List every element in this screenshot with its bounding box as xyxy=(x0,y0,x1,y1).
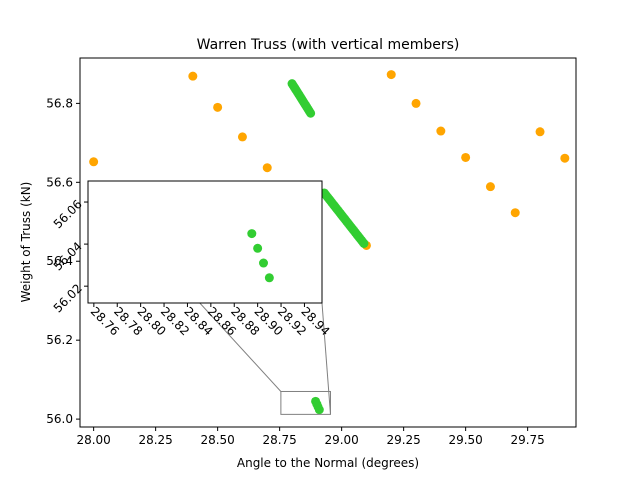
data-point xyxy=(359,238,369,248)
x-tick-label: 28.50 xyxy=(200,433,234,447)
data-point xyxy=(461,152,471,162)
data-point xyxy=(560,153,570,163)
y-tick-label: 56.0 xyxy=(46,412,73,426)
data-point xyxy=(485,182,495,192)
main-plot-frame xyxy=(79,57,577,428)
zoom-region-box xyxy=(280,390,331,415)
x-tick-label: 29.00 xyxy=(324,433,358,447)
y-tick-label: 56.4 xyxy=(46,254,73,268)
data-point xyxy=(314,405,324,415)
main-x-ticks: 28.00 28.25 28.50 28.75 29.00 29.25 29.50 29.75 xyxy=(76,427,545,447)
data-point xyxy=(188,71,198,81)
inset-data-point xyxy=(247,229,257,239)
inset-data-point xyxy=(264,273,274,283)
inset-background xyxy=(88,181,322,303)
x-tick-label: 28.00 xyxy=(76,433,110,447)
chart-title: Warren Truss (with vertical members) xyxy=(197,37,460,53)
data-point xyxy=(306,108,316,118)
x-tick-label: 29.25 xyxy=(386,433,420,447)
data-point xyxy=(213,102,223,112)
y-tick-label: 56.6 xyxy=(46,175,73,189)
inset-plot-marks xyxy=(247,229,274,283)
x-axis-title: Angle to the Normal (degrees) xyxy=(237,456,419,470)
x-tick-label: 28.75 xyxy=(262,433,296,447)
data-point xyxy=(89,157,99,167)
zoom-connector-line xyxy=(321,302,331,415)
data-point xyxy=(436,126,446,136)
y-axis-title: Weight of Truss (kN) xyxy=(19,182,33,303)
inset-plot-frame xyxy=(87,180,323,304)
x-tick-label: 29.75 xyxy=(510,433,544,447)
data-point xyxy=(411,98,421,108)
inset-data-point xyxy=(253,243,263,253)
data-point xyxy=(510,208,520,218)
main-y-ticks: 56.0 56.2 56.4 56.6 56.8 xyxy=(46,96,80,426)
data-point xyxy=(262,163,272,173)
data-point xyxy=(535,127,545,137)
y-tick-label: 56.8 xyxy=(46,96,73,110)
data-point xyxy=(386,70,396,80)
data-point xyxy=(237,132,247,142)
y-tick-label: 56.2 xyxy=(46,333,73,347)
inset-data-point xyxy=(259,258,268,268)
x-tick-label: 29.50 xyxy=(448,433,482,447)
x-tick-label: 28.25 xyxy=(138,433,172,447)
main-plot-marks xyxy=(89,70,570,415)
